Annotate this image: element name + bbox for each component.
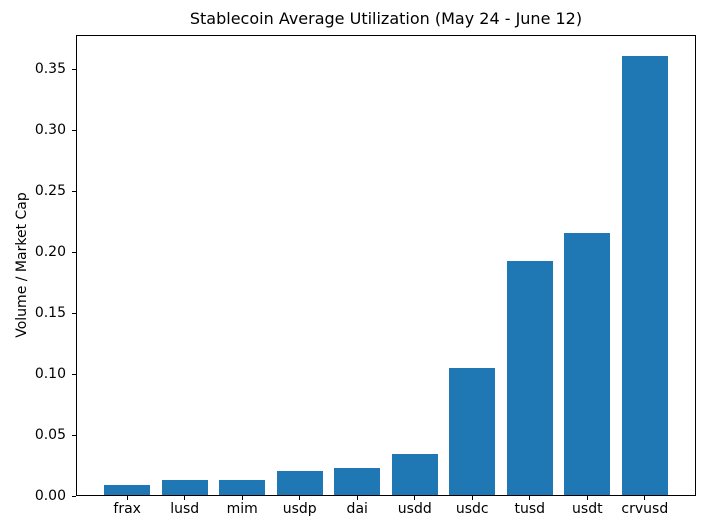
x-tick-label-usdd: usdd xyxy=(397,501,432,517)
chart-title: Stablecoin Average Utilization (May 24 -… xyxy=(189,9,583,28)
y-tick-label: 0.25 xyxy=(34,183,66,200)
x-tick-mark xyxy=(356,496,358,500)
x-tick-label-lusd: lusd xyxy=(170,501,200,517)
y-tick-label: 0.05 xyxy=(34,427,66,444)
x-tick-mark xyxy=(414,496,416,500)
x-tick-label-usdc: usdc xyxy=(455,501,489,517)
x-tick-mark xyxy=(184,496,186,500)
y-tick-label: 0.10 xyxy=(34,366,66,383)
y-tick-label: 0.00 xyxy=(34,488,66,504)
x-tick-label-crvusd: crvusd xyxy=(621,501,669,517)
plot-area xyxy=(76,35,696,496)
x-tick-label-usdt: usdt xyxy=(572,501,603,517)
x-tick-label-frax: frax xyxy=(113,501,141,517)
y-tick-label: 0.30 xyxy=(34,122,66,139)
x-tick-mark xyxy=(586,496,588,500)
y-tick-label: 0.35 xyxy=(34,61,66,78)
x-tick-mark xyxy=(529,496,531,500)
x-tick-mark xyxy=(644,496,646,500)
x-tick-mark xyxy=(241,496,243,500)
x-tick-label-mim: mim xyxy=(226,501,258,517)
x-tick-label-usdp: usdp xyxy=(282,501,317,517)
x-tick-label-tusd: tusd xyxy=(514,501,546,517)
x-tick-mark xyxy=(126,496,128,500)
y-tick-label: 0.15 xyxy=(34,305,66,322)
y-tick-label: 0.20 xyxy=(34,244,66,261)
x-tick-mark xyxy=(299,496,301,500)
x-tick-label-dai: dai xyxy=(346,501,368,517)
x-tick-mark xyxy=(471,496,473,500)
y-axis-label: Volume / Market Cap xyxy=(14,192,30,338)
